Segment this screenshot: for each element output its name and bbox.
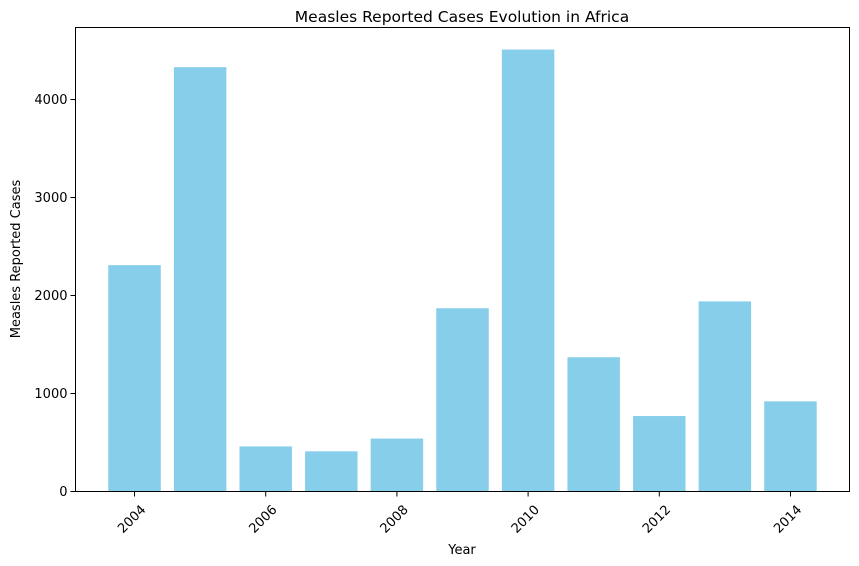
y-ticks-group: 0 1000 2000 3000 4000 xyxy=(34,93,76,500)
bar-2011 xyxy=(567,357,620,492)
plot-frame xyxy=(75,27,850,492)
bar-2005 xyxy=(173,67,227,492)
x-tick-label: 2006 xyxy=(246,503,280,537)
bar-2007 xyxy=(305,451,358,492)
bar-2009 xyxy=(436,308,489,492)
bar-2004 xyxy=(108,265,161,492)
x-tick-label: 2004 xyxy=(115,503,149,537)
chart-title: Measles Reported Cases Evolution in Afri… xyxy=(295,8,629,26)
y-tick-label: 0 xyxy=(59,485,67,500)
bar-2012 xyxy=(633,416,686,492)
x-tick-label: 2010 xyxy=(509,503,543,537)
y-tick-label: 1000 xyxy=(34,387,67,402)
y-tick-label: 4000 xyxy=(34,93,67,108)
x-tick-label: 2008 xyxy=(378,503,412,537)
bars-group xyxy=(108,49,817,492)
x-axis-label: Year xyxy=(447,543,476,558)
x-tick-label: 2012 xyxy=(640,503,674,537)
y-tick-label: 3000 xyxy=(34,191,67,206)
bar-2014 xyxy=(764,401,817,492)
bar-2006 xyxy=(239,446,292,492)
y-axis-label: Measles Reported Cases xyxy=(9,180,24,339)
x-ticks-group: 2004 2006 2008 2010 2012 2014 xyxy=(115,491,805,537)
x-tick-label: 2014 xyxy=(771,503,805,537)
bar-2013 xyxy=(698,301,752,492)
bar-2010 xyxy=(501,49,555,492)
bar-2008 xyxy=(370,438,424,492)
y-tick-label: 2000 xyxy=(34,289,67,304)
